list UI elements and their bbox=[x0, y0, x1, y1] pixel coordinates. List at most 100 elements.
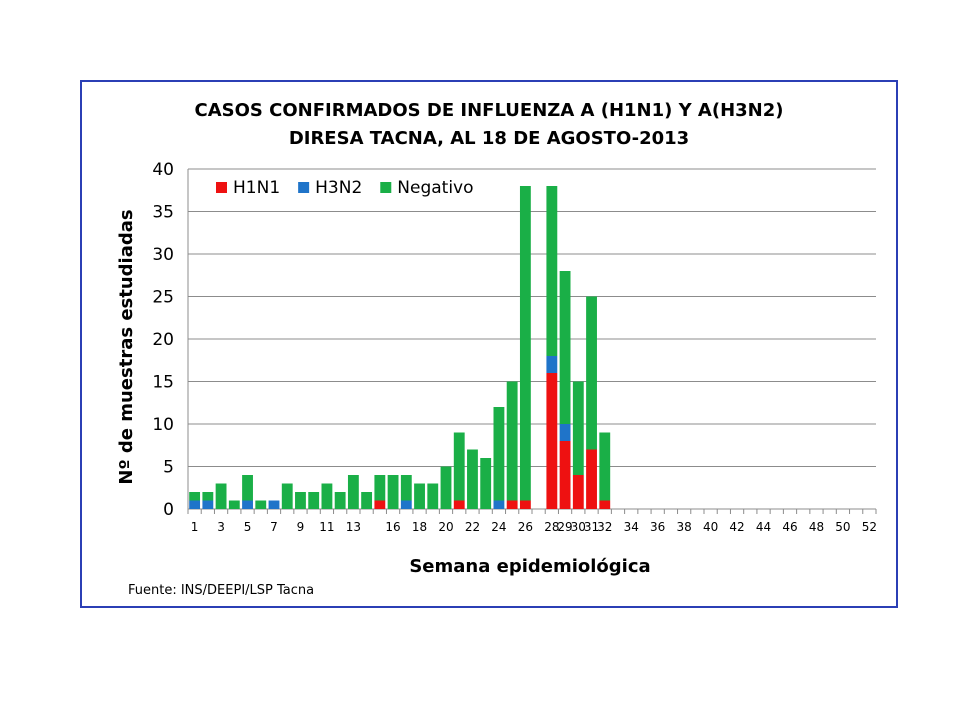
bar-h3n2 bbox=[559, 424, 571, 441]
bar-h3n2 bbox=[268, 500, 280, 509]
bar-negativo bbox=[215, 483, 227, 509]
y-tick-label: 40 bbox=[152, 160, 174, 180]
x-tick-label: 18 bbox=[412, 520, 427, 534]
gridlines bbox=[187, 168, 877, 514]
bar-negativo bbox=[189, 492, 201, 501]
chart-frame: CASOS CONFIRMADOS DE INFLUENZA A (H1N1) … bbox=[80, 80, 898, 608]
y-axis-label: Nº de muestras estudiadas bbox=[116, 209, 137, 484]
bar-negativo bbox=[546, 186, 558, 356]
chart-svg: CASOS CONFIRMADOS DE INFLUENZA A (H1N1) … bbox=[116, 100, 877, 598]
bar-h3n2 bbox=[400, 500, 412, 509]
source-note: Fuente: INS/DEEPI/LSP Tacna bbox=[128, 583, 314, 598]
y-tick-label: 10 bbox=[152, 415, 174, 435]
x-tick-label: 20 bbox=[438, 520, 453, 534]
bar-negativo bbox=[400, 475, 412, 501]
bar-negativo bbox=[255, 500, 267, 509]
bar-h1n1 bbox=[374, 500, 386, 509]
bar-h3n2 bbox=[546, 356, 558, 373]
bar-h1n1 bbox=[559, 441, 571, 509]
x-tick-label: 32 bbox=[597, 520, 612, 534]
bar-negativo bbox=[202, 492, 214, 501]
bar-negativo bbox=[586, 296, 597, 450]
x-tick-label: 34 bbox=[624, 520, 639, 534]
bar-negativo bbox=[599, 432, 611, 501]
x-tick-label: 5 bbox=[244, 520, 252, 534]
x-tick-label: 7 bbox=[270, 520, 278, 534]
y-tick-label: 20 bbox=[152, 330, 174, 350]
bar-negativo bbox=[506, 381, 518, 501]
x-tick-label: 38 bbox=[677, 520, 692, 534]
bar-h1n1 bbox=[453, 500, 465, 509]
x-tick-label: 29 bbox=[557, 520, 572, 534]
bar-negativo bbox=[347, 475, 359, 509]
bar-negativo bbox=[559, 271, 571, 424]
bar-h3n2 bbox=[202, 500, 214, 509]
bar-h1n1 bbox=[546, 373, 558, 509]
bar-negativo bbox=[453, 432, 465, 501]
x-tick-label: 46 bbox=[782, 520, 797, 534]
x-tick-label: 26 bbox=[518, 520, 533, 534]
y-tick-label: 0 bbox=[163, 500, 174, 520]
x-tick-label: 22 bbox=[465, 520, 480, 534]
bar-negativo bbox=[361, 492, 373, 509]
legend-swatch-h1n1 bbox=[216, 182, 227, 193]
y-tick-label: 35 bbox=[152, 203, 174, 223]
bar-negativo bbox=[480, 458, 492, 509]
x-axis-label: Semana epidemiológica bbox=[409, 556, 650, 577]
x-tick-label: 28 bbox=[544, 520, 559, 534]
bar-h1n1 bbox=[572, 475, 584, 509]
x-tick-label: 50 bbox=[835, 520, 850, 534]
legend-swatch-h3n2 bbox=[298, 182, 310, 193]
x-tick-label: 9 bbox=[297, 520, 305, 534]
x-tick-label: 30 bbox=[571, 520, 586, 534]
legend-label-h3n2: H3N2 bbox=[315, 178, 362, 198]
y-tick-label: 25 bbox=[152, 288, 174, 308]
bar-h1n1 bbox=[506, 500, 518, 509]
legend-label-negativo: Negativo bbox=[397, 178, 473, 198]
bar-negativo bbox=[427, 483, 439, 509]
bar-h1n1 bbox=[599, 500, 611, 509]
x-tick-label: 42 bbox=[729, 520, 744, 534]
bar-negativo bbox=[519, 186, 531, 501]
bar-negativo bbox=[440, 466, 452, 509]
bar-negativo bbox=[334, 492, 346, 509]
y-tick-label: 5 bbox=[163, 458, 174, 478]
bar-negativo bbox=[281, 483, 293, 509]
x-tick-label: 11 bbox=[319, 520, 334, 534]
legend-label-h1n1: H1N1 bbox=[233, 178, 280, 198]
bar-negativo bbox=[308, 492, 320, 509]
x-tick-label: 13 bbox=[346, 520, 361, 534]
bar-negativo bbox=[295, 492, 306, 509]
x-tick-label: 24 bbox=[491, 520, 506, 534]
bar-negativo bbox=[321, 483, 333, 509]
bar-h1n1 bbox=[519, 500, 531, 509]
y-tick-label: 15 bbox=[152, 373, 174, 393]
x-tick-label: 48 bbox=[809, 520, 824, 534]
bar-negativo bbox=[467, 449, 478, 509]
bar-negativo bbox=[493, 407, 505, 501]
x-tick-label: 44 bbox=[756, 520, 771, 534]
bar-negativo bbox=[374, 475, 386, 501]
chart-title: CASOS CONFIRMADOS DE INFLUENZA A (H1N1) … bbox=[195, 100, 784, 121]
legend: H1N1 H3N2 Negativo bbox=[216, 178, 474, 198]
bar-negativo bbox=[572, 381, 584, 475]
x-tick-label: 52 bbox=[862, 520, 877, 534]
bar-negativo bbox=[414, 483, 425, 509]
y-tick-label: 30 bbox=[152, 245, 174, 265]
chart-subtitle: DIRESA TACNA, AL 18 DE AGOSTO-2013 bbox=[289, 128, 689, 149]
legend-swatch-negativo bbox=[380, 182, 392, 193]
bar-group bbox=[189, 186, 611, 509]
bar-negativo bbox=[228, 500, 240, 509]
bar-negativo bbox=[387, 475, 399, 509]
x-tick-label: 1 bbox=[191, 520, 199, 534]
y-tick-labels: 0 5 10 15 20 25 30 35 40 bbox=[152, 160, 174, 520]
x-tick-label: 40 bbox=[703, 520, 718, 534]
x-tick-label: 31 bbox=[584, 520, 599, 534]
bar-h3n2 bbox=[493, 500, 505, 509]
x-tick-label: 36 bbox=[650, 520, 665, 534]
bar-h1n1 bbox=[586, 449, 597, 509]
x-tick-label: 3 bbox=[217, 520, 225, 534]
x-tick-label: 16 bbox=[385, 520, 400, 534]
bar-h3n2 bbox=[242, 500, 253, 509]
